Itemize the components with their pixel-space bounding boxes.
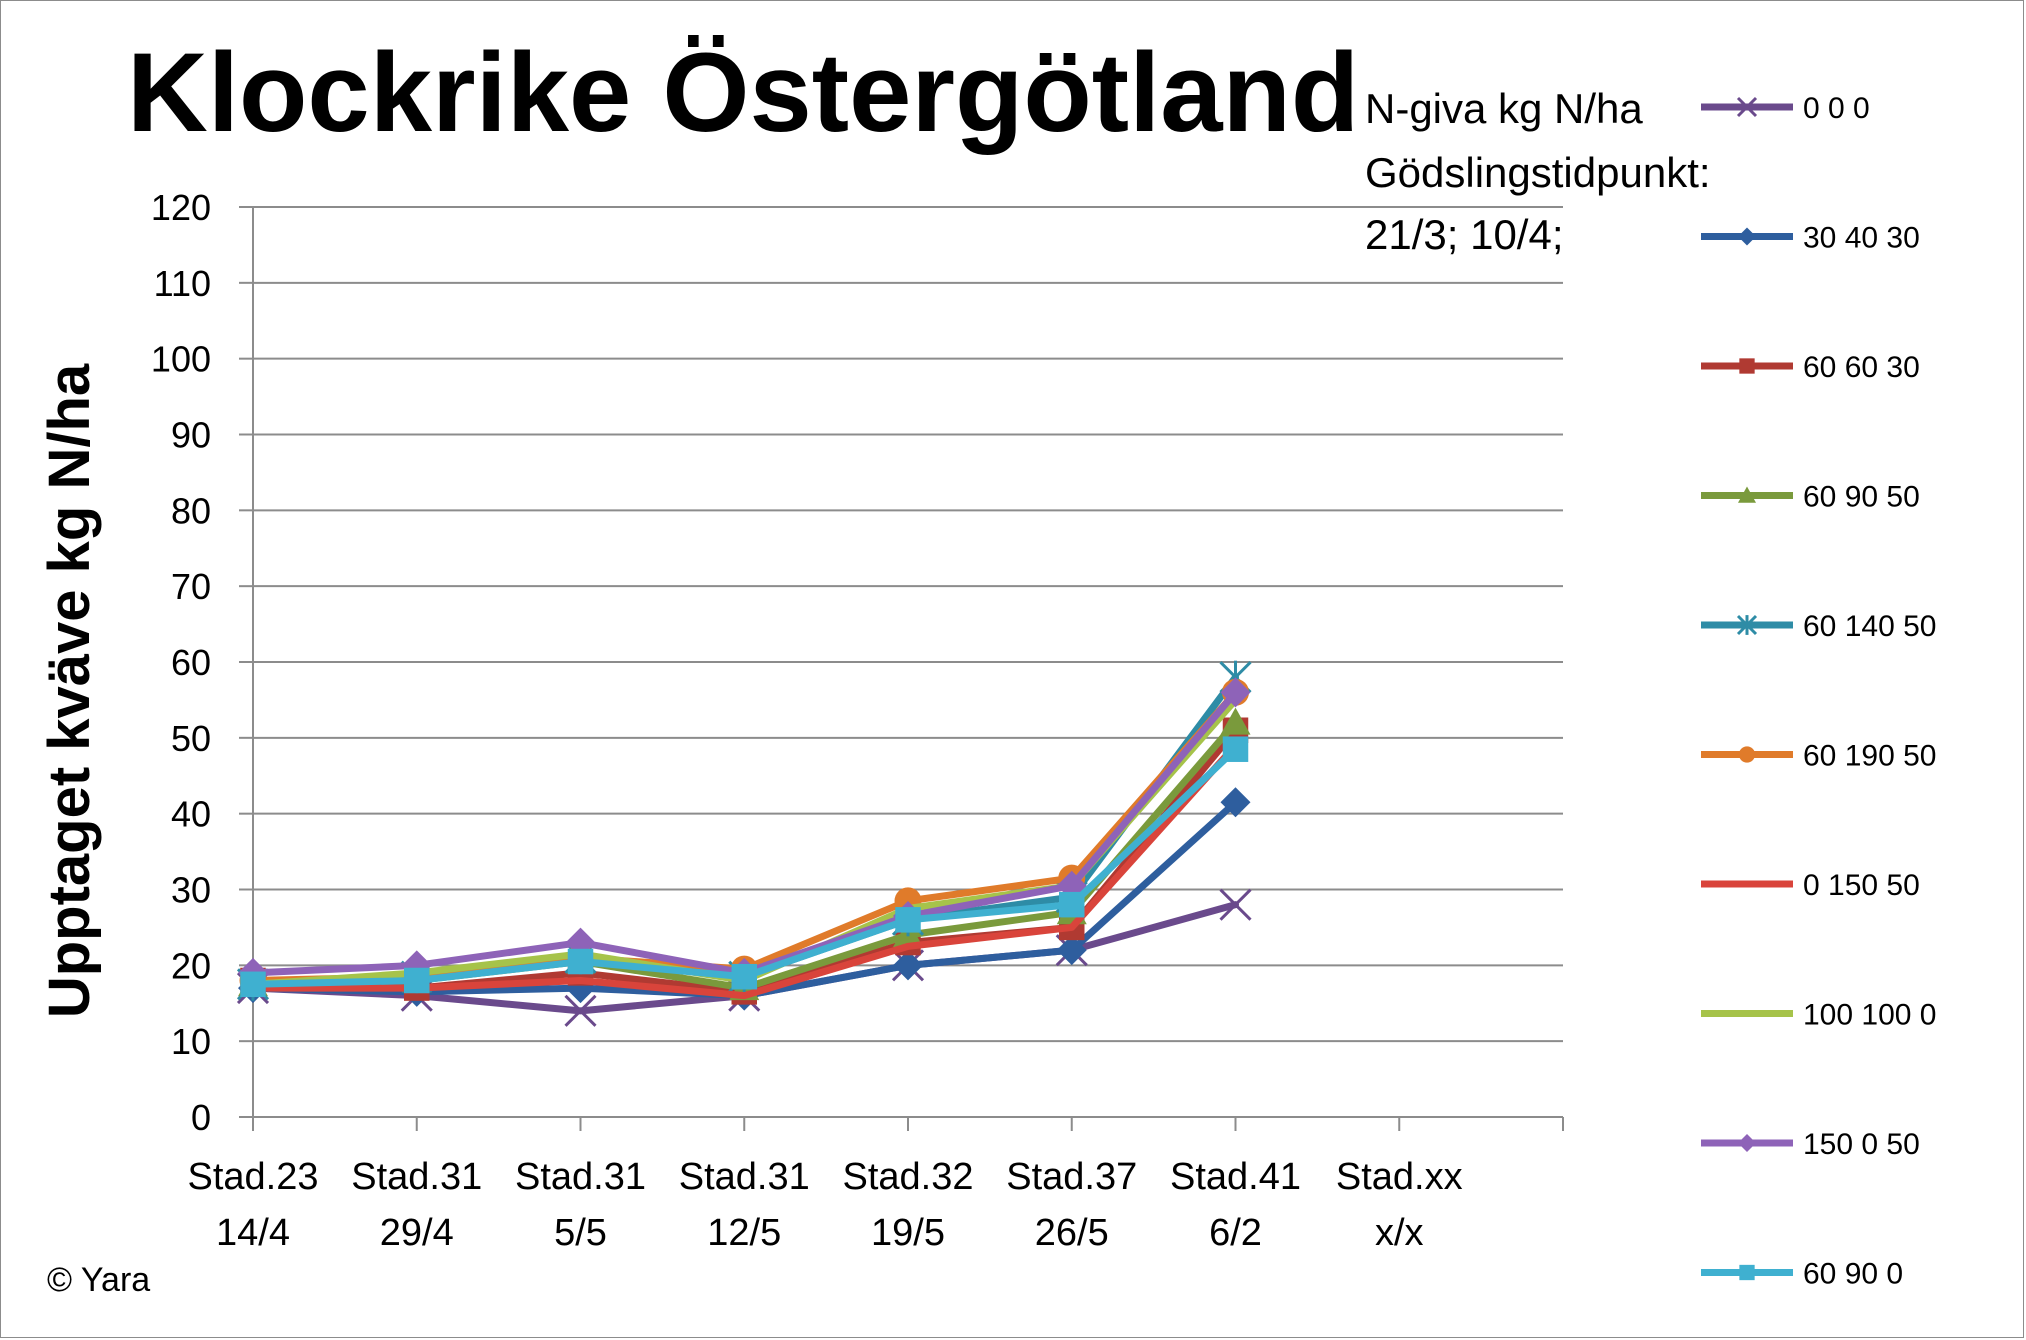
x-tick-label-1-line2: 29/4: [380, 1212, 454, 1254]
y-tick-label-0: 0: [191, 1097, 211, 1138]
y-tick-label-10: 10: [171, 1021, 211, 1062]
y-tick-label-90: 90: [171, 415, 211, 456]
x-tick-label-6-line1: Stad.41: [1170, 1156, 1301, 1198]
y-tick-label-50: 50: [171, 718, 211, 759]
x-tick-label-0-line1: Stad.23: [188, 1156, 319, 1198]
series-1-point-6: [1220, 787, 1251, 818]
legend-marker-0: [1736, 96, 1758, 118]
note-line-3: 21/3; 10/4;: [1365, 211, 1564, 258]
series-0-point-2-b: [564, 994, 597, 1027]
legend-entry-9: 60 90 0: [1701, 1258, 1903, 1291]
legend-label-5: 60 190 50: [1803, 740, 1936, 773]
legend-marker-9: [1739, 1264, 1755, 1281]
x-tick-label-2-line1: Stad.31: [515, 1156, 646, 1198]
series-0-point-6-b: [1219, 888, 1252, 921]
series-line-7: [249, 696, 1239, 988]
legend-label-1: 30 40 30: [1803, 222, 1920, 255]
y-tick-label-40: 40: [171, 794, 211, 835]
series-9: [240, 736, 1249, 998]
x-tick-label-7-line2: x/x: [1375, 1212, 1424, 1254]
x-tick-label-2-line2: 5/5: [554, 1212, 607, 1254]
legend-label-0: 0 0 0: [1803, 92, 1870, 125]
x-tick-label-6-line2: 6/2: [1209, 1212, 1262, 1254]
series-8-point-6: [1220, 677, 1251, 708]
series-9-point-2: [567, 948, 594, 975]
series: [236, 660, 1252, 1027]
legend-entry-6: 0 150 50: [1701, 869, 1920, 902]
x-tick-label-5-line1: Stad.37: [1006, 1156, 1137, 1198]
legend-entry-0: 0 0 0: [1701, 92, 1870, 125]
y-tick-label-110: 110: [154, 263, 211, 304]
series-9-point-6: [1222, 736, 1249, 762]
series-0-point-2: [564, 994, 597, 1027]
y-tick-label-70: 70: [171, 566, 211, 607]
series-7: [249, 696, 1239, 988]
legend-label-6: 0 150 50: [1803, 869, 1920, 902]
series-1-point-5: [1056, 935, 1087, 966]
series-5: [239, 678, 1249, 994]
y-tick-label-80: 80: [171, 490, 211, 531]
legend-label-3: 60 90 50: [1803, 481, 1920, 514]
legend-marker-2: [1739, 358, 1755, 374]
axes: 0 10 20 30 40 50 60 70 80 90 100 110 120 Stad.23 14/4 S…: [151, 187, 1564, 1254]
chart-title: Klockrike Östergötland: [127, 30, 1359, 155]
y-tick-label-120: 120: [151, 187, 211, 228]
legend-entry-2: 60 60 30: [1701, 351, 1920, 384]
series-3-point-6: [1220, 707, 1251, 735]
series-1-point-4: [893, 950, 923, 981]
note-line-1: N-giva kg N/ha: [1365, 85, 1643, 132]
x-tick-label-4-line1: Stad.32: [843, 1156, 974, 1198]
legend-entry-1: 30 40 30: [1701, 222, 1920, 255]
series-4: [236, 660, 1252, 1001]
x-tick-label-3-line1: Stad.31: [679, 1156, 810, 1198]
x-tick-label-3-line2: 12/5: [707, 1212, 781, 1254]
series-9-point-4: [895, 907, 921, 933]
legend-marker-0-b: [1736, 96, 1758, 118]
legend: 0 0 0 30 40 30 60 60 30 60 90 50 60 140 50 60…: [1701, 92, 1936, 1291]
y-tick-label-30: 30: [171, 870, 211, 911]
legend-entry-3: 60 90 50: [1701, 481, 1920, 514]
y-tick-label-60: 60: [171, 642, 211, 683]
series-9-point-0: [240, 971, 266, 998]
y-tick-label-20: 20: [171, 945, 211, 986]
y-tick-label-100: 100: [151, 339, 211, 380]
x-tick-label-4-line2: 19/5: [871, 1212, 945, 1254]
legend-marker-5: [1738, 746, 1756, 763]
legend-label-9: 60 90 0: [1803, 1258, 1903, 1291]
legend-label-7: 100 100 0: [1803, 999, 1936, 1032]
copyright: © Yara: [47, 1261, 150, 1299]
x-tick-label-0-line2: 14/4: [216, 1212, 290, 1254]
series-9-point-1: [404, 967, 430, 994]
legend-marker-4: [1736, 614, 1758, 636]
series-9-point-5: [1059, 891, 1085, 918]
legend-entry-7: 100 100 0: [1701, 999, 1936, 1032]
y-axis-label: Upptaget kväve kg N/ha: [37, 363, 102, 1018]
legend-marker-3: [1738, 486, 1756, 503]
series-0-point-6: [1219, 888, 1252, 921]
legend-label-4: 60 140 50: [1803, 610, 1936, 643]
x-tick-label-7-line1: Stad.xx: [1336, 1156, 1463, 1198]
series-9-point-3: [731, 963, 757, 990]
legend-marker-8: [1738, 1134, 1756, 1152]
note-line-2: Gödslingstidpunkt:: [1365, 149, 1711, 196]
x-tick-label-1-line1: Stad.31: [351, 1156, 482, 1198]
legend-label-8: 150 0 50: [1803, 1128, 1920, 1161]
legend-entry-4: 60 140 50: [1701, 610, 1936, 643]
x-tick-label-5-line2: 26/5: [1035, 1212, 1109, 1254]
legend-label-2: 60 60 30: [1803, 351, 1920, 384]
legend-entry-8: 150 0 50: [1701, 1128, 1920, 1161]
legend-entry-5: 60 190 50: [1701, 740, 1936, 773]
legend-marker-1: [1738, 227, 1756, 246]
